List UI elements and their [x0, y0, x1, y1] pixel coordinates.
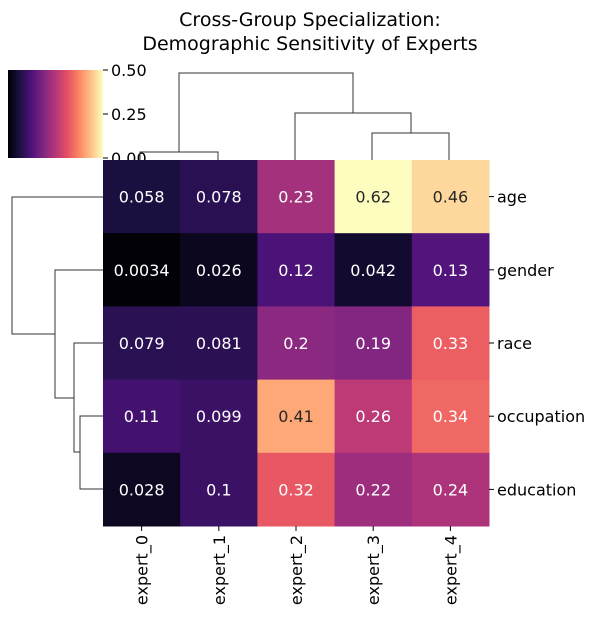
- heatmap-cell: [257, 160, 336, 234]
- row-dendrogram: [11, 196, 103, 490]
- heatmap-cell: [411, 160, 490, 234]
- heatmap-cell-label: 0.23: [278, 188, 314, 207]
- row-dendrogram-link: [54, 269, 103, 399]
- heatmap-cell: [103, 452, 181, 527]
- heatmap-cell: [334, 160, 413, 234]
- heatmap-cell: [334, 306, 413, 381]
- column-label: expert_4: [441, 535, 461, 605]
- heatmap-cell-label: 0.079: [119, 334, 165, 353]
- row-dendrogram-link: [73, 342, 103, 453]
- heatmap-cell-label: 0.099: [196, 407, 242, 426]
- heatmap-cell: [411, 306, 490, 381]
- heatmap-cell-label: 0.32: [278, 480, 314, 499]
- heatmap-cell: [103, 306, 181, 381]
- heatmap-cell: [411, 452, 490, 527]
- column-dendrogram-link: [294, 112, 412, 160]
- heatmap-cell-label: 0.026: [196, 261, 242, 280]
- heatmap-cell: [257, 452, 336, 527]
- heatmap-cell-label: 0.33: [433, 334, 469, 353]
- column-dendrogram-link: [178, 72, 354, 152]
- row-labels: age gender race occupation education: [489, 188, 585, 499]
- heatmap-cell: [103, 160, 181, 234]
- row-dendrogram-link: [79, 415, 103, 490]
- row-label: occupation: [497, 407, 585, 426]
- heatmap-cell-label: 0.058: [119, 188, 165, 207]
- heatmap-cell-label: 0.34: [433, 407, 469, 426]
- heatmap-cell-label: 0.11: [124, 407, 160, 426]
- heatmap-cell: [103, 379, 181, 454]
- heatmap-cell-label: 0.22: [355, 480, 391, 499]
- heatmap-cell: [334, 452, 413, 527]
- heatmap-cell: [334, 379, 413, 454]
- chart-title-line-1: Cross-Group Specialization:: [179, 9, 441, 31]
- column-dendrogram-link: [371, 132, 450, 160]
- colorbar-tick-label-mid: 0.25: [111, 105, 147, 124]
- heatmap-cell: [257, 306, 336, 381]
- heatmap-cell: [180, 160, 258, 234]
- heatmap-grid: 0.058 0.078 0.23 0.62 0.46 0.0034 0.026 0.12 0.0…: [103, 160, 490, 527]
- colorbar-tick-label-top: 0.50: [111, 61, 147, 80]
- heatmap-cell-label: 0.62: [355, 188, 391, 207]
- column-label: expert_0: [133, 535, 153, 605]
- row-dendrogram-link: [11, 196, 103, 335]
- heatmap-cell-label: 0.26: [355, 407, 391, 426]
- heatmap-cell-label: 0.028: [119, 480, 165, 499]
- chart-title-line-2: Demographic Sensitivity of Experts: [142, 33, 477, 55]
- heatmap-cell: [103, 233, 181, 307]
- column-label: expert_2: [287, 535, 307, 605]
- heatmap-cell-label: 0.46: [433, 188, 469, 207]
- heatmap-cell: [411, 379, 490, 454]
- heatmap-cell: [334, 233, 413, 307]
- heatmap-cell: [257, 233, 336, 307]
- heatmap-cell-label: 0.0034: [114, 261, 170, 280]
- heatmap-cell: [180, 233, 258, 307]
- heatmap-cell-label: 0.081: [196, 334, 242, 353]
- heatmap-cell: [257, 379, 336, 454]
- heatmap-cell: [180, 379, 258, 454]
- heatmap-cell: [180, 452, 258, 527]
- column-label: expert_3: [364, 535, 384, 605]
- row-label: race: [497, 334, 532, 353]
- heatmap-cell-label: 0.078: [196, 188, 242, 207]
- heatmap-cell-label: 0.2: [283, 334, 308, 353]
- heatmap-cell: [411, 233, 490, 307]
- row-label: education: [497, 480, 576, 499]
- column-labels: expert_0 expert_1 expert_2 expert_3 expert_4: [133, 526, 461, 605]
- heatmap-cell-label: 0.19: [355, 334, 391, 353]
- heatmap-cell-label: 0.13: [433, 261, 469, 280]
- heatmap-cell-label: 0.24: [433, 480, 469, 499]
- heatmap-cell-label: 0.042: [350, 261, 396, 280]
- column-dendrogram: [139, 72, 450, 160]
- heatmap-cell-label: 0.41: [278, 407, 314, 426]
- colorbar: 0.50 0.25 0.00: [8, 61, 147, 168]
- heatmap-cell-label: 0.1: [206, 480, 231, 499]
- row-label: age: [497, 188, 527, 207]
- row-label: gender: [497, 261, 554, 280]
- column-label: expert_1: [210, 535, 230, 605]
- heatmap-cell-label: 0.12: [278, 261, 314, 280]
- colorbar-gradient: [8, 70, 103, 158]
- column-dendrogram-link: [139, 151, 219, 160]
- heatmap-cell: [180, 306, 258, 381]
